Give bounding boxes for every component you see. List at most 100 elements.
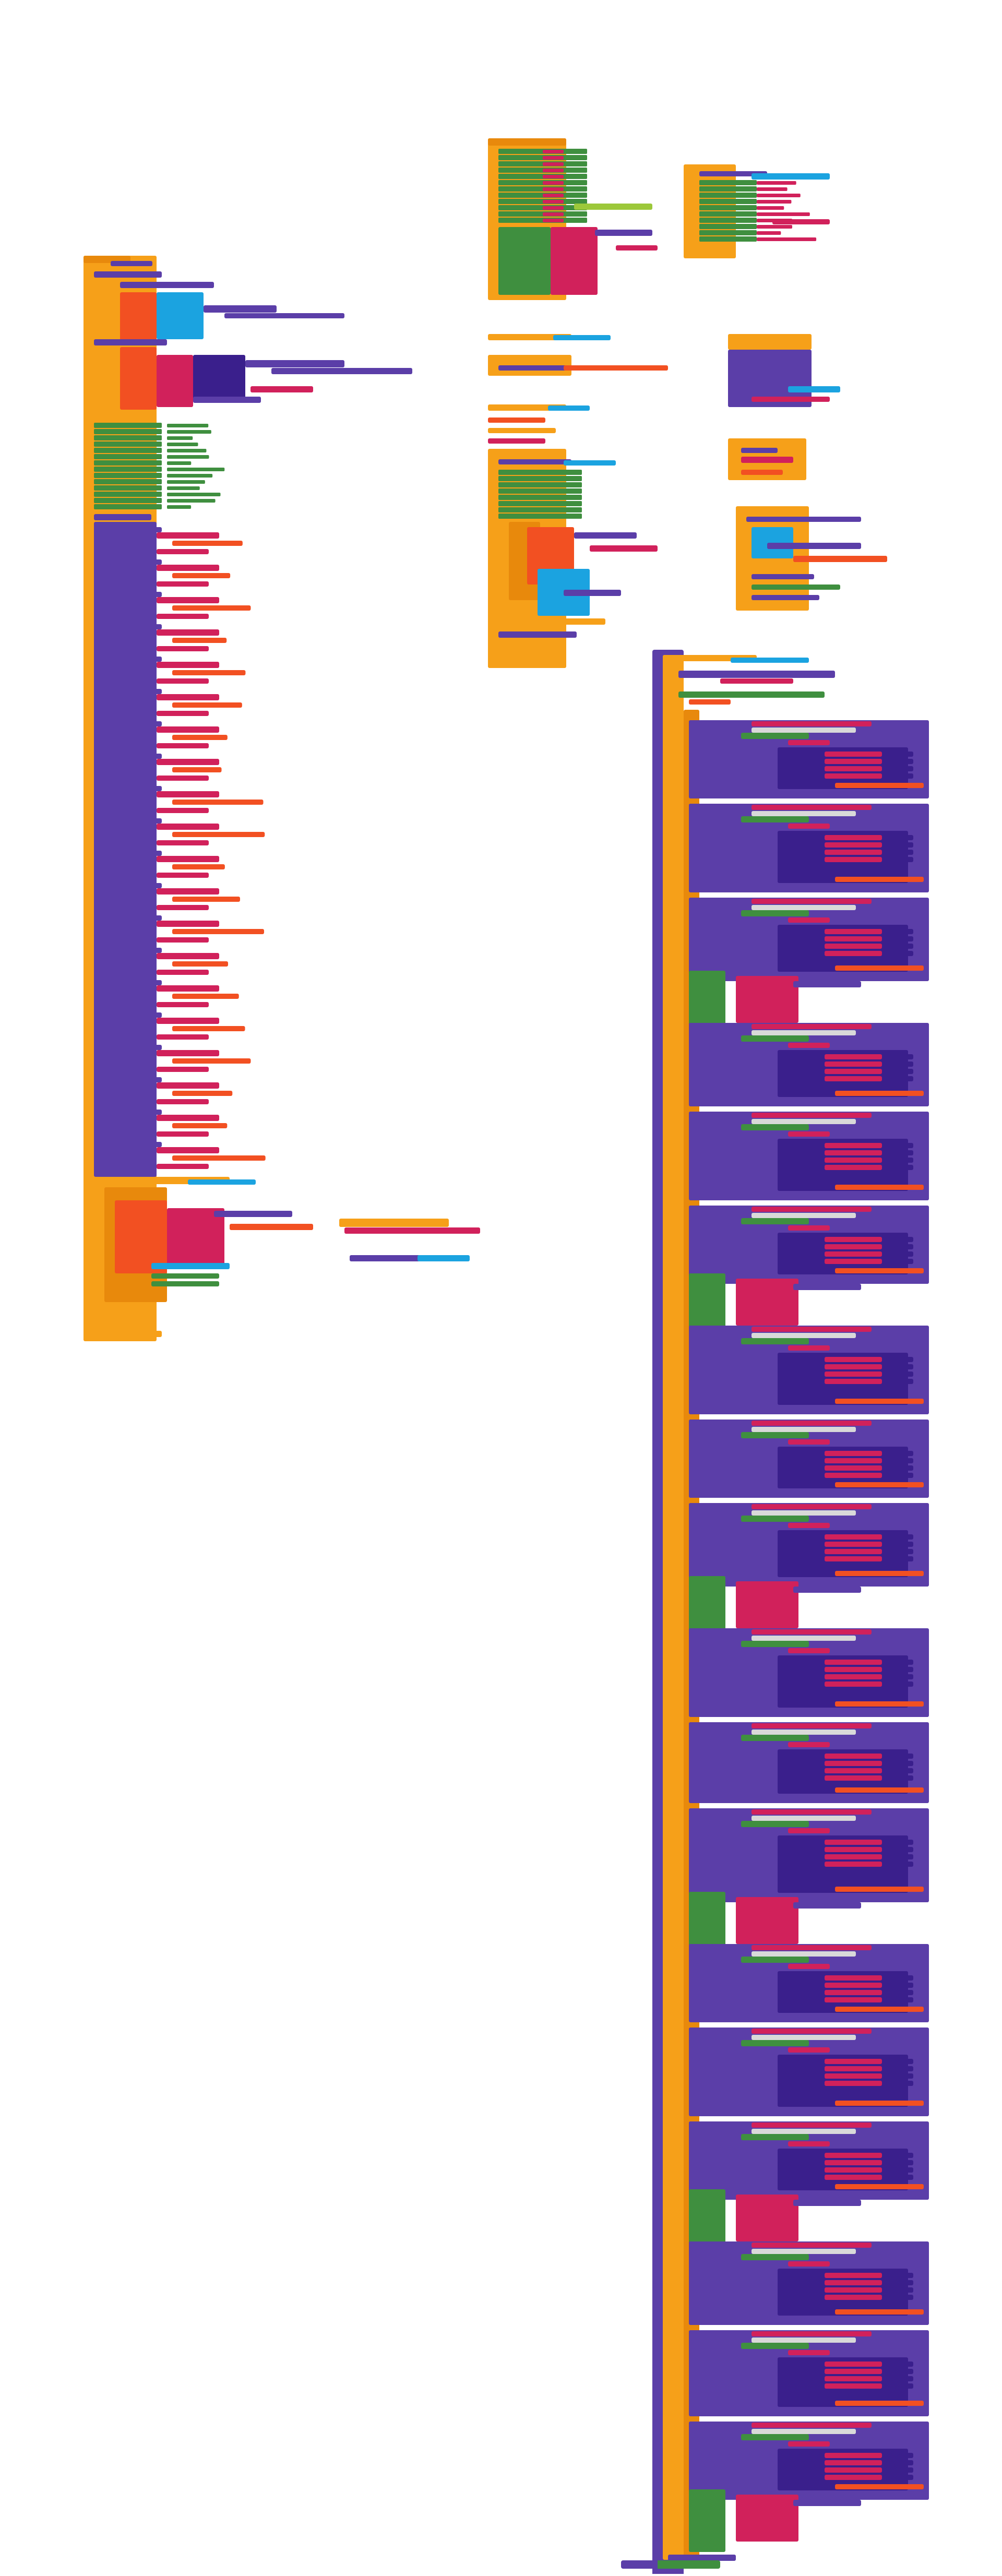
- middle-call-block[interactable]: [498, 631, 577, 638]
- large-if-block[interactable]: [689, 2189, 725, 2252]
- large-call-block[interactable]: [793, 1284, 861, 1290]
- large-text-block[interactable]: [752, 1629, 872, 1635]
- large-text-block[interactable]: [752, 2338, 856, 2343]
- large-text-block[interactable]: [835, 2184, 924, 2189]
- left-get-block[interactable]: [110, 980, 162, 985]
- large-text-block[interactable]: [825, 2467, 882, 2473]
- large-compare-block[interactable]: [882, 1847, 913, 1852]
- large-text-block[interactable]: [825, 2362, 882, 2367]
- large-text-block[interactable]: [825, 1069, 882, 1074]
- large-call-block[interactable]: [689, 2241, 752, 2248]
- left-text-join-block[interactable]: [157, 678, 209, 684]
- large-text-block[interactable]: [835, 1701, 924, 1707]
- left-get-block[interactable]: [110, 818, 162, 824]
- middle-text-block[interactable]: [553, 335, 611, 340]
- left-call-block[interactable]: [214, 1211, 292, 1217]
- large-call-block[interactable]: [793, 981, 861, 987]
- large-compare-block[interactable]: [882, 1237, 913, 1242]
- large-call-block[interactable]: [793, 1902, 861, 1909]
- large-compare-block[interactable]: [882, 1451, 913, 1456]
- large-call-block[interactable]: [689, 1722, 752, 1728]
- large-text-block[interactable]: [752, 1510, 856, 1516]
- large-compare-block[interactable]: [882, 2475, 913, 2480]
- left-text-block[interactable]: [172, 994, 239, 999]
- left-text-block[interactable]: [172, 605, 251, 611]
- middle-event-block[interactable]: [488, 404, 566, 411]
- middle-value-block[interactable]: [543, 169, 564, 172]
- left-text-block[interactable]: [172, 702, 242, 708]
- large-text-block[interactable]: [788, 2350, 830, 2355]
- large-text-block[interactable]: [825, 1847, 882, 1852]
- large-text-block[interactable]: [752, 2129, 856, 2134]
- large-compare-block[interactable]: [882, 1667, 913, 1672]
- large-text-block[interactable]: [825, 2295, 882, 2300]
- left-text-block[interactable]: [172, 767, 222, 772]
- left-get-block[interactable]: [110, 657, 162, 662]
- large-set-variable-block[interactable]: [741, 816, 809, 822]
- large-text-block[interactable]: [825, 1458, 882, 1463]
- middle-math-block[interactable]: [551, 227, 598, 295]
- large-text-block[interactable]: [689, 699, 731, 705]
- large-text-block[interactable]: [825, 1549, 882, 1554]
- left-set-value-block[interactable]: [167, 461, 192, 465]
- right-value-block[interactable]: [757, 231, 781, 235]
- large-set-variable-block[interactable]: [741, 910, 809, 916]
- floating-text-block[interactable]: [418, 1255, 470, 1261]
- left-text-join-block[interactable]: [157, 743, 209, 748]
- left-get-block[interactable]: [110, 527, 162, 532]
- large-text-block[interactable]: [835, 1571, 924, 1576]
- large-text-block[interactable]: [825, 951, 882, 956]
- middle-text-block[interactable]: [590, 545, 658, 552]
- middle-set-variable-block[interactable]: [498, 514, 582, 519]
- large-set-variable-block[interactable]: [741, 2134, 809, 2140]
- large-text-block[interactable]: [825, 766, 882, 771]
- large-text-block[interactable]: [835, 783, 924, 788]
- large-text-block[interactable]: [825, 2059, 882, 2064]
- left-text-join-block[interactable]: [157, 1082, 219, 1089]
- left-set-variable-block[interactable]: [94, 479, 162, 484]
- right-call-block[interactable]: [741, 448, 778, 453]
- left-text-join-block[interactable]: [157, 840, 209, 845]
- large-text-block[interactable]: [825, 2066, 882, 2071]
- large-compare-block[interactable]: [882, 2167, 913, 2173]
- large-text-block[interactable]: [752, 1024, 872, 1029]
- large-text-block[interactable]: [825, 842, 882, 848]
- large-compare-block[interactable]: [882, 1165, 913, 1170]
- large-text-block[interactable]: [825, 1143, 882, 1148]
- large-text-block[interactable]: [825, 835, 882, 840]
- large-text-block[interactable]: [752, 2243, 872, 2248]
- left-set-variable-block[interactable]: [94, 492, 162, 497]
- large-compare-block[interactable]: [882, 1372, 913, 1377]
- large-compare-block[interactable]: [882, 835, 913, 840]
- large-compare-block[interactable]: [882, 759, 913, 764]
- large-math-block[interactable]: [736, 1279, 798, 1326]
- large-text-block[interactable]: [825, 1076, 882, 1081]
- left-set-variable-block[interactable]: [94, 485, 162, 491]
- right-value-block[interactable]: [757, 212, 810, 216]
- right-set-variable-block[interactable]: [699, 199, 757, 204]
- right-text-block[interactable]: [752, 397, 830, 402]
- large-call-block[interactable]: [689, 1023, 752, 1029]
- large-text-block[interactable]: [825, 1158, 882, 1163]
- large-compare-block[interactable]: [882, 1990, 913, 1995]
- left-text-join-block[interactable]: [157, 1018, 219, 1024]
- large-compare-block[interactable]: [882, 2295, 913, 2300]
- large-text-block[interactable]: [825, 1667, 882, 1672]
- large-text-block[interactable]: [752, 1119, 856, 1124]
- left-text-block[interactable]: [172, 1091, 233, 1096]
- large-text-block[interactable]: [825, 936, 882, 941]
- floating-procedure-segment[interactable]: [621, 2560, 658, 2569]
- large-text-block[interactable]: [752, 1945, 872, 1950]
- left-arg-block[interactable]: [250, 386, 313, 392]
- large-text-block[interactable]: [752, 1504, 872, 1509]
- left-text-join-block[interactable]: [157, 549, 209, 554]
- large-text-block[interactable]: [835, 1787, 924, 1793]
- large-call-block[interactable]: [689, 1112, 752, 1118]
- left-text-block[interactable]: [151, 1263, 230, 1269]
- large-text-block[interactable]: [825, 1681, 882, 1687]
- large-text-block[interactable]: [752, 2122, 872, 2128]
- large-compare-block[interactable]: [882, 1862, 913, 1867]
- large-compare-block[interactable]: [882, 2160, 913, 2165]
- left-text-join-block[interactable]: [157, 921, 219, 927]
- large-text-block[interactable]: [825, 2081, 882, 2086]
